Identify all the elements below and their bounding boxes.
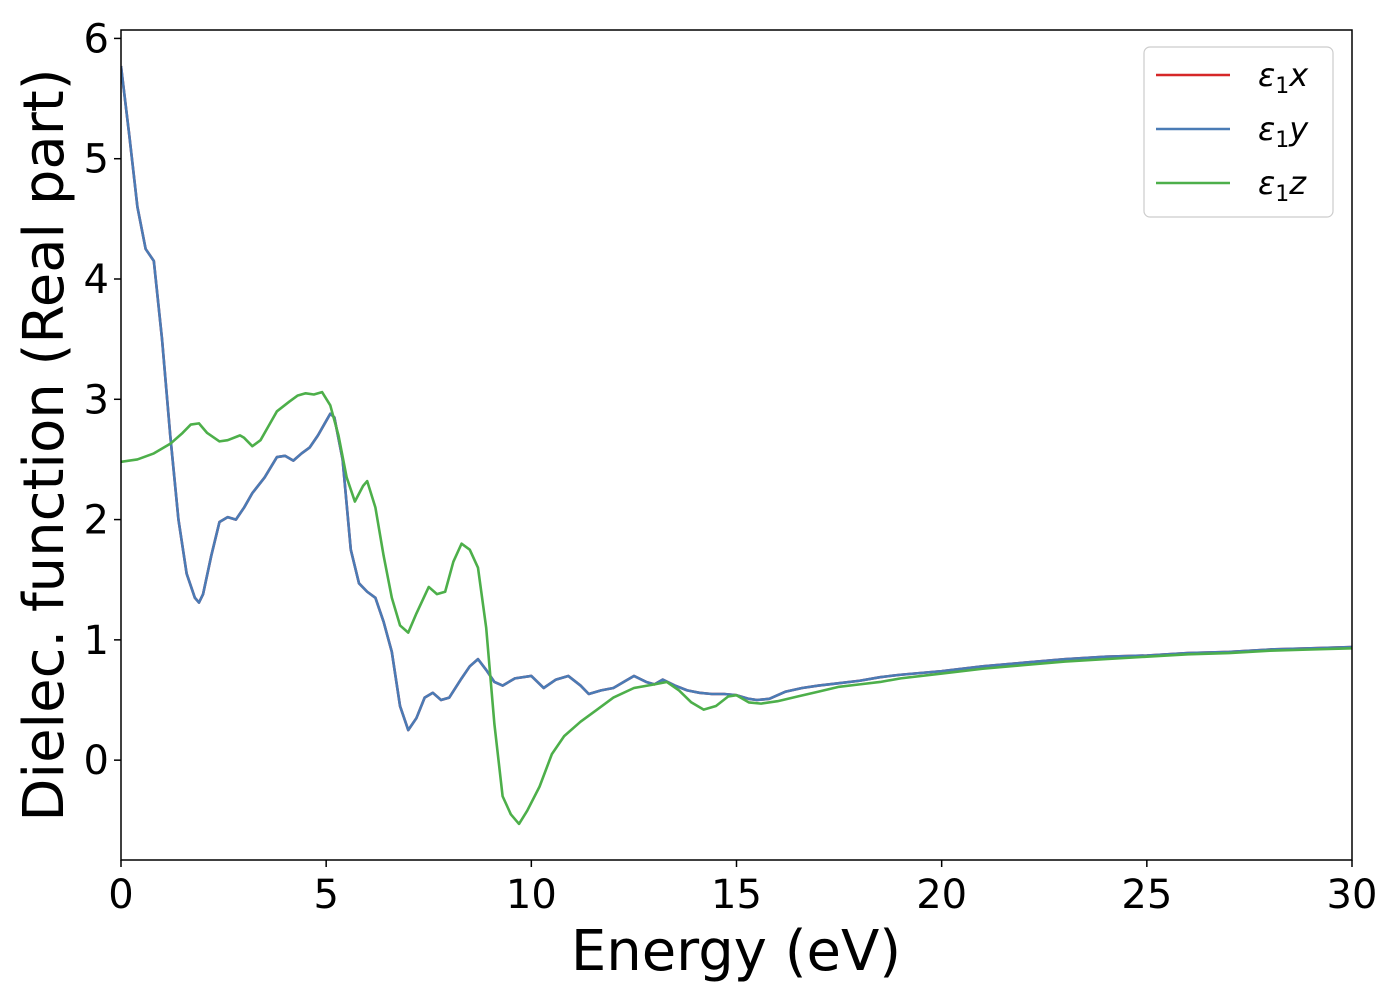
series-line-z [121, 390, 1352, 826]
y-tick-label: 3 [84, 377, 109, 423]
x-tick-label: 5 [313, 872, 338, 918]
y-tick-label: 1 [84, 618, 109, 664]
legend: ε1x ε1y ε1z [1143, 46, 1334, 218]
x-tick-label: 0 [108, 872, 133, 918]
y-tick-label: 6 [84, 16, 109, 62]
x-tick-label: 20 [916, 872, 967, 918]
series-layer [121, 65, 1352, 826]
y-axis-label: Dielec. function (Real part) [12, 68, 77, 821]
x-tick-label: 25 [1121, 872, 1172, 918]
y-axis-ticks: 0 1 2 3 4 5 6 [84, 16, 121, 784]
x-tick-label: 10 [506, 872, 557, 918]
y-tick-label: 0 [84, 738, 109, 784]
x-axis-label: Energy (eV) [571, 919, 901, 984]
legend-box [1143, 46, 1334, 218]
y-tick-label: 4 [84, 257, 109, 303]
legend-label-z: ε1z [1258, 164, 1307, 207]
series-line-y [121, 65, 1352, 732]
legend-label-x: ε1x [1258, 56, 1309, 99]
legend-items: ε1x ε1y ε1z [1156, 56, 1309, 207]
y-tick-label: 2 [84, 498, 109, 544]
x-tick-label: 15 [711, 872, 762, 918]
x-axis-ticks: 0 5 10 15 20 25 30 [108, 860, 1377, 918]
x-tick-label: 30 [1327, 872, 1378, 918]
legend-label-y: ε1y [1258, 110, 1309, 153]
y-tick-label: 5 [84, 137, 109, 183]
